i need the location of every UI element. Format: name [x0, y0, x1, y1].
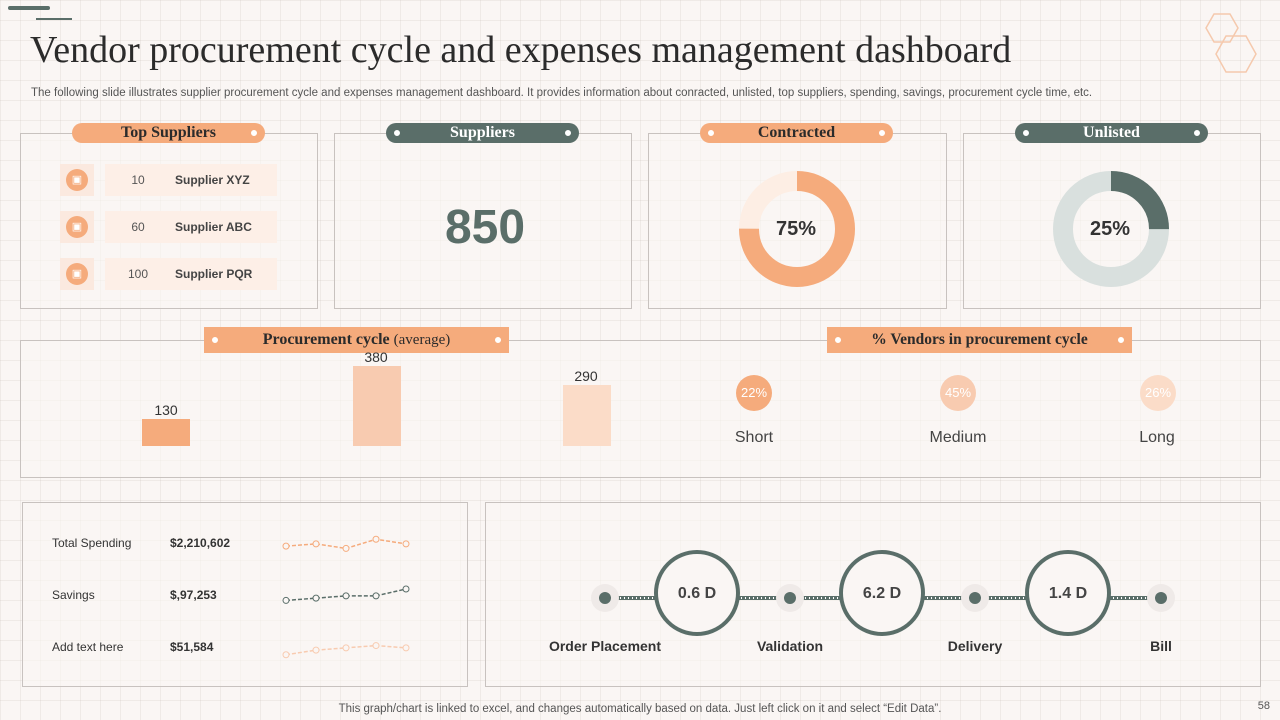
supplier-value: 10: [131, 173, 145, 187]
sparkline-point: [342, 592, 350, 600]
duration-ring: [1025, 550, 1111, 636]
stage-node-delivery: [961, 584, 989, 612]
sparkline-point: [282, 542, 290, 550]
stage-label: Order Placement: [548, 638, 662, 654]
supplier-icon: ▣: [66, 169, 88, 191]
duration-ring: [654, 550, 740, 636]
sparkline-point: [372, 535, 380, 543]
page-subtitle: The following slide illustrates supplier…: [31, 87, 1093, 99]
finance-value: $2,210,602: [170, 536, 231, 550]
sparkline-point: [372, 642, 380, 650]
decor-bar: [8, 6, 50, 10]
unlisted-percent: 25%: [1089, 218, 1131, 240]
procurement-panel: [20, 340, 1261, 478]
sparkline-point: [402, 585, 410, 593]
footer-note: This graph/chart is linked to excel, and…: [338, 703, 942, 715]
supplier-icon: ▣: [66, 216, 88, 238]
procurement-bar: [142, 418, 190, 446]
vendor-pct-medium: 45%: [940, 375, 976, 411]
stage-label: Validation: [756, 638, 824, 654]
top-suppliers-heading: Top Suppliers: [72, 123, 265, 143]
procurement-cycle-heading: Procurement cycle (average): [204, 327, 509, 353]
finance-sparklines: [282, 535, 410, 659]
supplier-value: 60: [131, 220, 145, 234]
finance-label: Savings: [52, 588, 95, 602]
stage-label: Delivery: [947, 638, 1003, 654]
sparkline-point: [402, 644, 410, 652]
unlisted-heading: Unlisted: [1015, 123, 1208, 143]
hexagon-decor-icon: [1205, 13, 1257, 73]
vendors-cycle-heading: % Vendors in procurement cycle: [827, 327, 1132, 353]
vendor-cycle-label: Long: [1139, 429, 1175, 446]
finance-panel: [22, 502, 468, 687]
procurement-bar: [353, 366, 401, 446]
duration-ring: [839, 550, 925, 636]
sparkline-point: [372, 592, 380, 600]
finance-value: $,97,253: [170, 588, 217, 602]
vendor-pct-short: 22%: [736, 375, 772, 411]
sparkline-point: [312, 594, 320, 602]
process-stages-diagram: [591, 550, 1175, 636]
sparkline-point: [312, 646, 320, 654]
sparkline-point: [282, 651, 290, 659]
page-number: 58: [1257, 700, 1270, 712]
procurement-bar: [563, 384, 611, 446]
supplier-value: 100: [127, 267, 149, 281]
sparkline-point: [342, 544, 350, 552]
duration-value: 0.6 D: [677, 585, 717, 602]
sparkline-point: [342, 644, 350, 652]
procurement-bar-label: 130: [154, 401, 178, 418]
vendor-pct-long: 26%: [1140, 375, 1176, 411]
stage-node-bill: [1147, 584, 1175, 612]
finance-value: $51,584: [170, 640, 214, 654]
supplier-icon: ▣: [66, 263, 88, 285]
supplier-name: Supplier XYZ: [175, 173, 250, 187]
stage-node-order-placement: [591, 584, 619, 612]
finance-label: Add text here: [52, 640, 124, 654]
suppliers-count: 850: [444, 201, 526, 254]
procurement-bar-label: 380: [364, 349, 388, 365]
sparkline-point: [402, 540, 410, 548]
contracted-heading: Contracted: [700, 123, 893, 143]
contracted-percent: 75%: [775, 218, 817, 240]
contracted-donut: [739, 171, 855, 287]
duration-value: 6.2 D: [862, 585, 902, 602]
contracted-donut-arc: [739, 171, 855, 287]
stage-node-validation: [776, 584, 804, 612]
page-title: Vendor procurement cycle and expenses ma…: [30, 29, 1012, 71]
suppliers-heading: Suppliers: [386, 123, 579, 143]
unlisted-donut-arc: [1053, 171, 1169, 287]
procurement-bar-label: 290: [574, 367, 598, 384]
vendor-cycle-label: Medium: [929, 429, 987, 446]
stage-label: Bill: [1150, 638, 1172, 654]
sparkline-point: [282, 596, 290, 604]
supplier-name: Supplier ABC: [175, 220, 252, 234]
sparkline-point: [312, 540, 320, 548]
decor-line: [36, 18, 72, 20]
duration-value: 1.4 D: [1048, 585, 1088, 602]
finance-label: Total Spending: [52, 536, 132, 550]
vendor-cycle-label: Short: [734, 429, 774, 446]
unlisted-donut: [1053, 171, 1169, 287]
suppliers-panel: [334, 133, 632, 309]
supplier-name: Supplier PQR: [175, 267, 253, 281]
